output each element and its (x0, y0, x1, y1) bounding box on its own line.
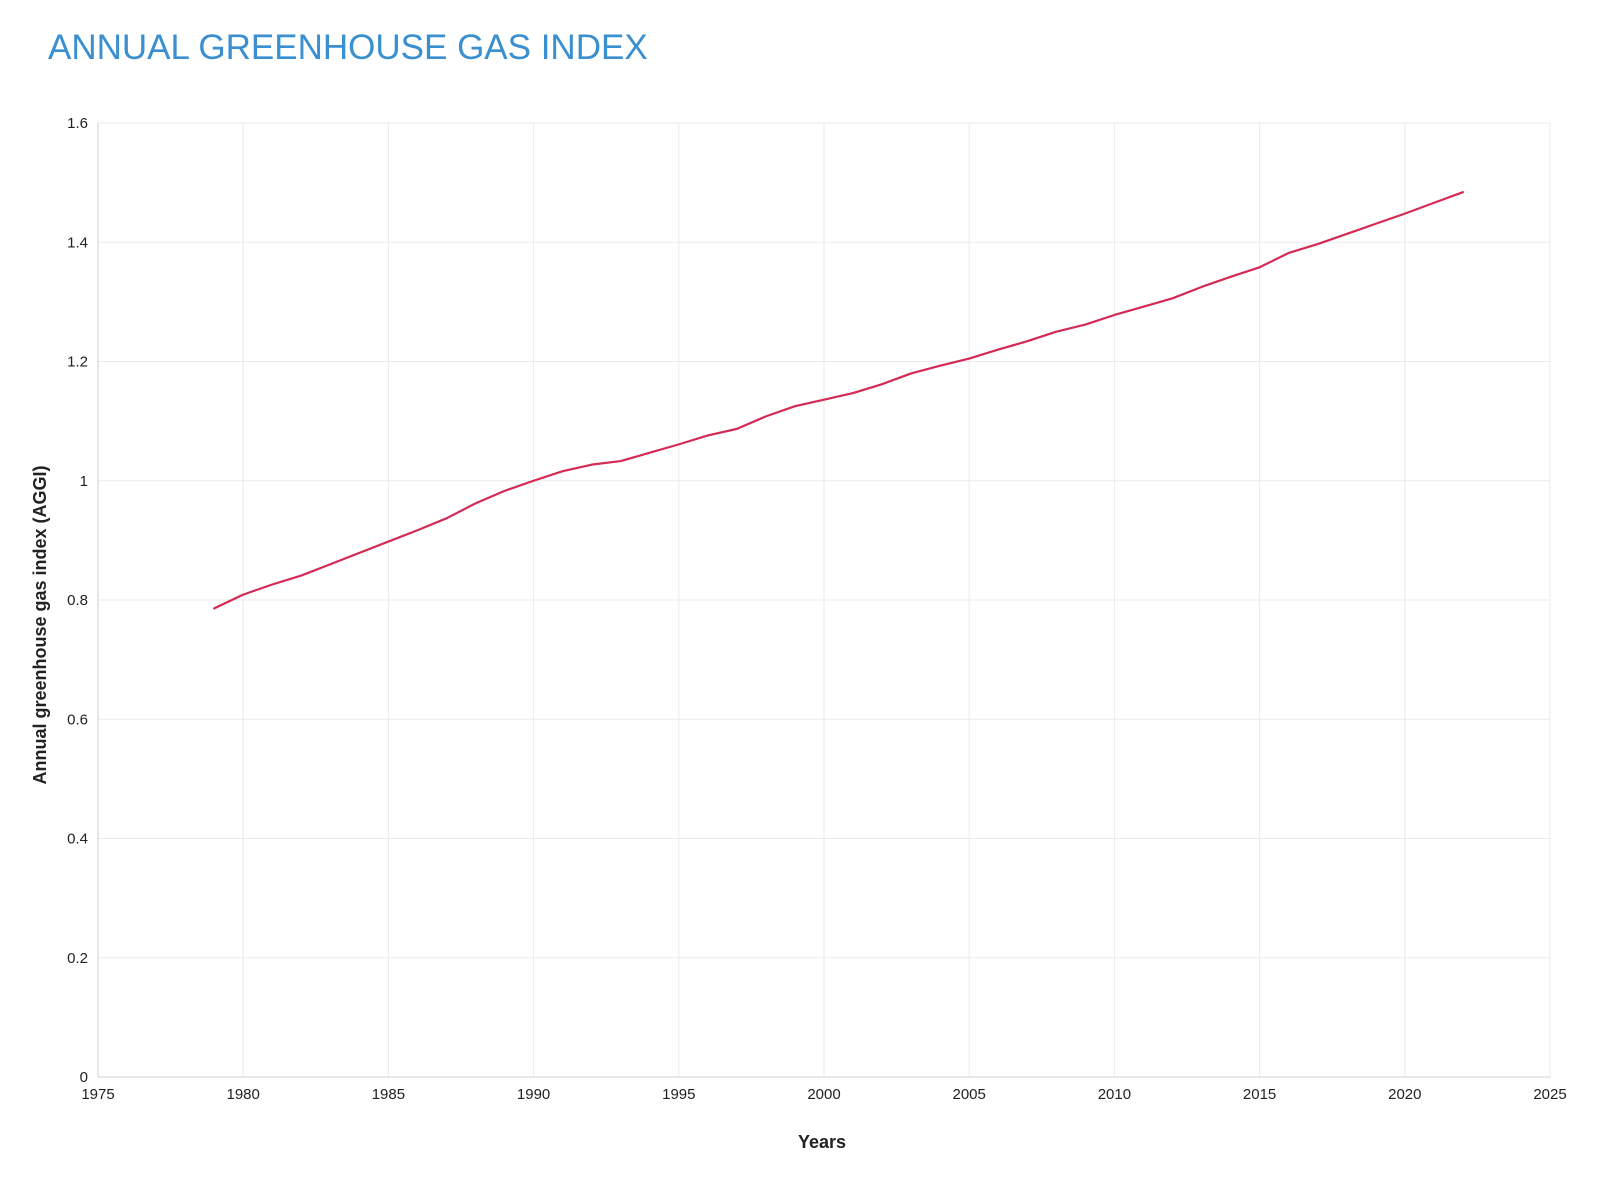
y-tick-label: 1.6 (67, 115, 88, 132)
chart-series (213, 191, 1464, 610)
x-tick-label: 1980 (227, 1086, 260, 1103)
y-tick-label: 0 (80, 1069, 88, 1086)
y-axis-ticks: 0 0.2 0.4 0.6 0.8 1 1.2 1.4 1.6 (67, 115, 88, 1086)
x-tick-label: 2020 (1388, 1086, 1421, 1103)
y-tick-label: 0.2 (67, 950, 88, 967)
y-tick-label: 1.4 (67, 234, 88, 251)
y-tick-label: 1 (80, 473, 88, 490)
x-axis-title: Years (798, 1132, 846, 1152)
x-tick-label: 2000 (807, 1086, 840, 1103)
chart-grid (97, 122, 1551, 1078)
page-title: ANNUAL GREENHOUSE GAS INDEX (48, 28, 648, 67)
x-tick-label: 2025 (1533, 1086, 1566, 1103)
chart-axes (97, 123, 1550, 1078)
y-tick-label: 0.8 (67, 592, 88, 609)
x-tick-label: 2015 (1243, 1086, 1276, 1103)
x-tick-label: 2005 (953, 1086, 986, 1103)
series-line (213, 191, 1464, 610)
y-tick-label: 0.6 (67, 711, 88, 728)
y-axis-title: Annual greenhouse gas index (AGGI) (30, 465, 50, 784)
y-tick-label: 0.4 (67, 831, 88, 848)
x-tick-label: 2010 (1098, 1086, 1131, 1103)
y-tick-label: 1.2 (67, 354, 88, 371)
x-axis-ticks: 1975 1980 1985 1990 1995 2000 2005 2010 2015 2020… (81, 1086, 1566, 1103)
x-tick-label: 1985 (372, 1086, 405, 1103)
x-tick-label: 1990 (517, 1086, 550, 1103)
x-tick-label: 1975 (81, 1086, 114, 1103)
x-tick-label: 1995 (662, 1086, 695, 1103)
